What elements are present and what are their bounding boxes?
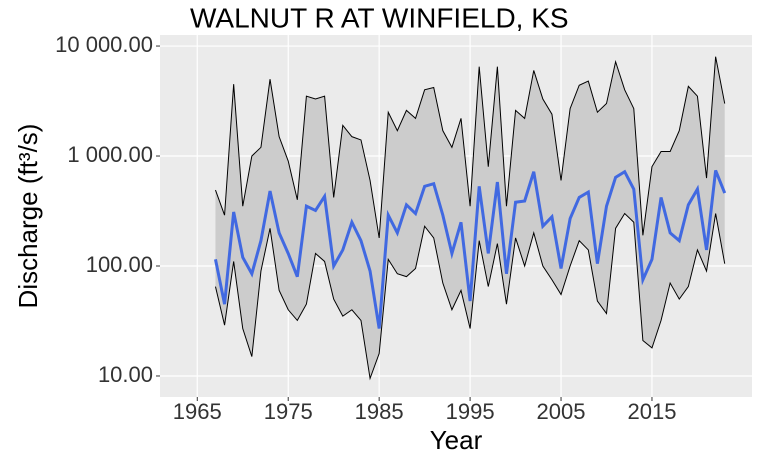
lower-line [214, 212, 726, 381]
y-tick-label: 100.00 [86, 252, 153, 277]
mean-line [214, 169, 727, 329]
y-tick-label: 10.00 [98, 362, 153, 387]
ribbon [215, 56, 725, 379]
upper-line [215, 56, 726, 239]
x-tick-label: 1975 [264, 399, 313, 424]
x-tick-label: 2005 [537, 399, 586, 424]
x-tick-label: 1985 [355, 399, 404, 424]
y-axis-label: Discharge (ft³/s) [13, 124, 43, 309]
y-tick-label: 1 000.00 [67, 142, 153, 167]
x-tick-label: 2015 [627, 399, 676, 424]
chart-title: WALNUT R AT WINFIELD, KS [190, 2, 569, 33]
y-tick-label: 10 000.00 [55, 32, 153, 57]
x-tick-label: 1995 [446, 399, 495, 424]
x-axis-label: Year [430, 425, 483, 455]
x-tick-label: 1965 [173, 399, 222, 424]
